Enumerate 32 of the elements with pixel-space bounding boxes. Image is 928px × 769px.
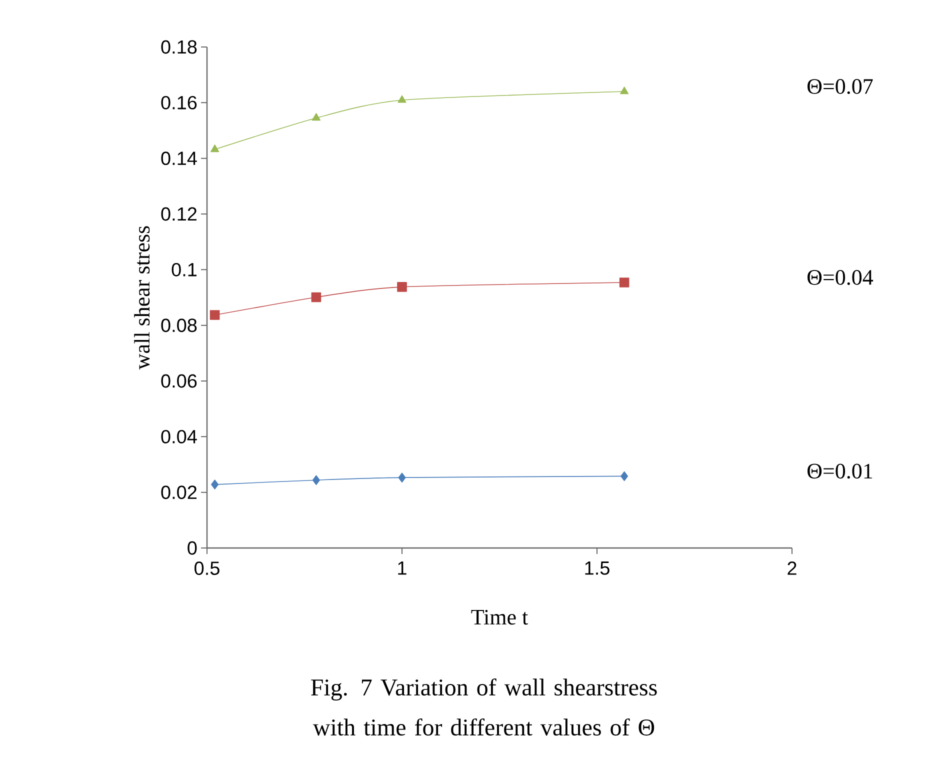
text: Fig. 7 Variation of wall shearstress with time for different values of Θ [311, 678, 657, 736]
y-tick-label: 0.08 [161, 318, 197, 332]
y-axis-title: wall shear stress [134, 226, 150, 370]
y-tick-label: 0.14 [161, 152, 197, 166]
y-tick-label: 0.04 [161, 430, 197, 444]
point [398, 472, 406, 482]
text: Θ=0.01 [808, 464, 872, 479]
x-tick-label: 1.5 [585, 562, 610, 575]
point [620, 86, 629, 94]
point [311, 292, 322, 302]
x-tick-label: 0.5 [194, 562, 220, 575]
y-tick-label: 0.02 [161, 486, 197, 500]
point [210, 144, 220, 152]
text: Θ=0.04 [808, 270, 874, 285]
point [398, 95, 406, 103]
y-tick-label: 0.16 [161, 96, 197, 110]
y-tick-label: 0.1 [172, 262, 197, 276]
y-tick-label: 0.12 [161, 207, 197, 221]
point [211, 480, 219, 490]
text: Θ=0.07 [808, 79, 873, 94]
y-tick-label: 0.18 [161, 40, 197, 54]
y-tick-label: 0.06 [161, 374, 197, 388]
point [312, 475, 320, 485]
point [312, 113, 320, 121]
x-tick-label: 1 [398, 562, 406, 575]
x-axis-title: Time t [471, 610, 528, 625]
x-tick-label: 2 [788, 562, 796, 575]
point [619, 278, 630, 288]
y-tick-label: 0 [188, 541, 197, 555]
point [210, 310, 220, 320]
point [397, 282, 407, 292]
point [620, 471, 628, 482]
